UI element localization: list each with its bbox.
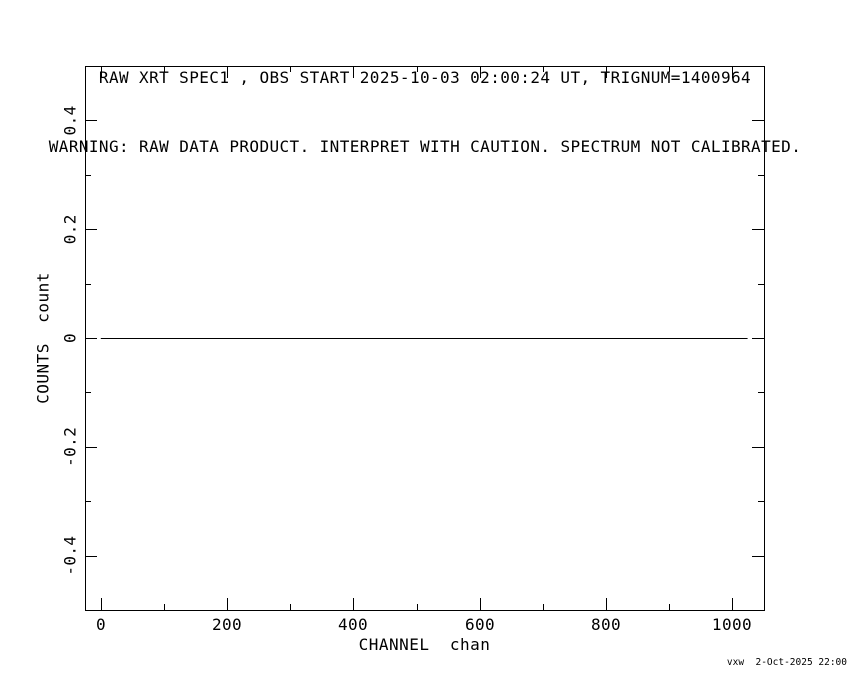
y-axis-label: COUNTS count	[33, 272, 53, 404]
y-tick-label: -0.2	[61, 427, 80, 467]
x-tick-label: 200	[212, 615, 242, 634]
x-tick-label: 0	[96, 615, 106, 634]
y-tick-label: 0	[61, 333, 80, 343]
x-tick-label: 600	[465, 615, 495, 634]
plot-warning-subtitle: WARNING: RAW DATA PRODUCT. INTERPRET WIT…	[48, 137, 802, 156]
y-tick-label: -0.4	[61, 536, 80, 576]
plot-footer-timestamp: vxw 2-Oct-2025 22:00	[726, 657, 847, 668]
x-tick-label: 400	[338, 615, 368, 634]
x-axis-label: CHANNEL chan	[358, 635, 491, 654]
x-tick-label: 800	[591, 615, 621, 634]
plot-title-block: RAW XRT SPEC1 , OBS START 2025-10-03 02:…	[45, 20, 805, 204]
plot-title: RAW XRT SPEC1 , OBS START 2025-10-03 02:…	[98, 68, 752, 87]
y-tick-label: 0.4	[61, 105, 80, 135]
y-tick-label: 0.2	[61, 214, 80, 244]
x-tick-label: 1000	[712, 615, 752, 634]
